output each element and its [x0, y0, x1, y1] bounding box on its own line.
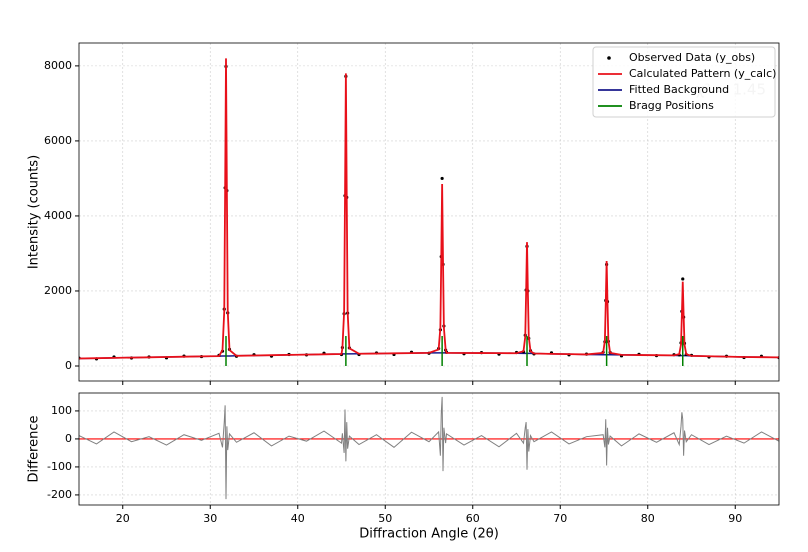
x-tick-label: 70: [553, 512, 567, 525]
y-tick-label: -100: [47, 460, 72, 473]
legend-label: Bragg Positions: [629, 99, 714, 112]
series-line: [79, 58, 779, 360]
y-axis-label: Intensity (counts): [27, 155, 42, 269]
plot-area: [79, 58, 779, 366]
y-tick-label: 100: [51, 404, 72, 417]
y-tick-label: 6000: [44, 134, 72, 147]
y-tick-label: 0: [65, 432, 72, 445]
data-point: [681, 277, 685, 281]
x-tick-label: 20: [116, 512, 130, 525]
x-tick-label: 60: [466, 512, 480, 525]
x-axis-label: Diffraction Angle (2θ): [359, 527, 499, 542]
x-tick-label: 30: [203, 512, 217, 525]
legend-label: Fitted Background: [629, 83, 729, 96]
y-tick-label: 4000: [44, 209, 72, 222]
legend: Observed Data (y_obs) Calculated Pattern …: [592, 46, 776, 118]
x-tick-label: 40: [291, 512, 305, 525]
x-tick-label: 80: [641, 512, 655, 525]
legend-marker: [607, 56, 611, 60]
plot-area: [79, 396, 779, 500]
legend-label: Calculated Pattern (y_calc): [629, 67, 776, 80]
y-axis-label: Difference: [27, 415, 42, 482]
data-point: [440, 176, 444, 181]
y-tick-label: 2000: [44, 284, 72, 297]
y-tick-label: -200: [47, 488, 72, 501]
y-tick-label: 0: [65, 359, 72, 372]
axes-frame: [78, 392, 780, 506]
difference-line: [79, 396, 779, 500]
legend-label: Observed Data (y_obs): [629, 51, 755, 64]
axes-frame: [78, 42, 780, 382]
legend-box: [592, 46, 776, 118]
x-tick-label: 50: [378, 512, 392, 525]
y-tick-label: 8000: [44, 59, 72, 72]
x-tick-label: 90: [728, 512, 742, 525]
